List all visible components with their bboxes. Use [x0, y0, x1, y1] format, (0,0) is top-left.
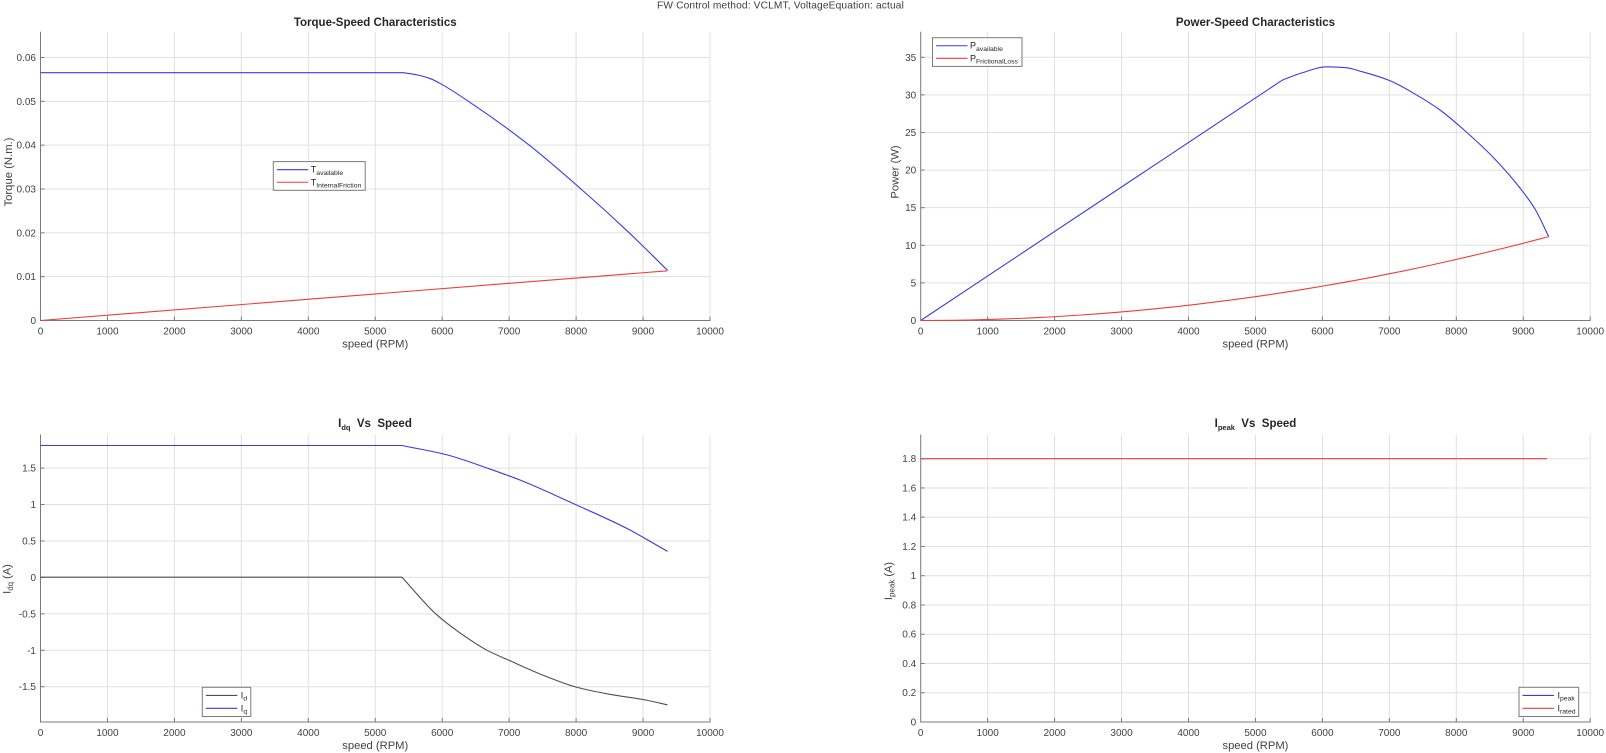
svg-text:7000: 7000 — [1378, 327, 1401, 338]
svg-text:speed (RPM): speed (RPM) — [1222, 339, 1288, 351]
svg-text:8000: 8000 — [1445, 728, 1468, 739]
svg-text:7000: 7000 — [498, 327, 521, 338]
svg-text:7000: 7000 — [1378, 728, 1401, 739]
svg-text:5000: 5000 — [364, 728, 387, 739]
svg-text:-1.5: -1.5 — [19, 682, 37, 693]
svg-text:25: 25 — [905, 128, 917, 139]
svg-text:0: 0 — [38, 327, 44, 338]
svg-text:5000: 5000 — [1244, 327, 1267, 338]
svg-text:0: 0 — [30, 573, 36, 584]
svg-text:0: 0 — [30, 316, 36, 327]
svg-text:0.04: 0.04 — [17, 141, 37, 152]
svg-text:15: 15 — [905, 203, 917, 214]
svg-text:0: 0 — [918, 327, 924, 338]
svg-text:10: 10 — [905, 241, 917, 252]
svg-text:0.03: 0.03 — [17, 185, 37, 196]
svg-text:1.6: 1.6 — [902, 483, 916, 494]
svg-text:Id: Id — [241, 691, 248, 703]
svg-text:9000: 9000 — [1512, 728, 1535, 739]
svg-text:6000: 6000 — [431, 728, 454, 739]
svg-text:7000: 7000 — [498, 728, 521, 739]
svg-text:0.6: 0.6 — [902, 630, 916, 641]
svg-text:1000: 1000 — [977, 728, 1000, 739]
svg-text:1000: 1000 — [96, 327, 119, 338]
svg-text:-0.5: -0.5 — [19, 609, 37, 620]
svg-text:20: 20 — [905, 166, 917, 177]
svg-text:4000: 4000 — [297, 327, 320, 338]
svg-text:8000: 8000 — [565, 327, 588, 338]
svg-text:3000: 3000 — [230, 327, 253, 338]
svg-text:0.05: 0.05 — [17, 97, 37, 108]
svg-text:speed (RPM): speed (RPM) — [1222, 740, 1288, 752]
svg-text:Iq: Iq — [241, 703, 248, 715]
svg-text:9000: 9000 — [632, 728, 655, 739]
svg-text:1: 1 — [911, 571, 917, 582]
svg-text:6000: 6000 — [431, 327, 454, 338]
svg-text:speed (RPM): speed (RPM) — [342, 339, 408, 351]
svg-text:9000: 9000 — [632, 327, 655, 338]
svg-text:10000: 10000 — [696, 327, 724, 338]
svg-text:Power-Speed Characteristics: Power-Speed Characteristics — [1176, 17, 1335, 29]
svg-text:FW Control method: VCLMT, Volt: FW Control method: VCLMT, VoltageEquatio… — [657, 0, 904, 11]
svg-text:9000: 9000 — [1512, 327, 1535, 338]
svg-text:0: 0 — [918, 728, 924, 739]
svg-text:5: 5 — [911, 278, 917, 289]
svg-text:Torque-Speed Characteristics: Torque-Speed Characteristics — [294, 17, 457, 29]
svg-text:0: 0 — [911, 316, 917, 327]
svg-text:6000: 6000 — [1311, 728, 1334, 739]
svg-text:Power (W): Power (W) — [890, 145, 902, 199]
svg-text:4000: 4000 — [1177, 327, 1200, 338]
svg-text:0.4: 0.4 — [902, 659, 916, 670]
svg-text:Torque (N.m.): Torque (N.m.) — [3, 137, 15, 206]
svg-text:Ipeak Vs Speed: Ipeak Vs Speed — [1215, 418, 1297, 432]
svg-text:35: 35 — [905, 53, 917, 64]
svg-text:5000: 5000 — [364, 327, 387, 338]
svg-text:2000: 2000 — [163, 728, 186, 739]
svg-text:0.2: 0.2 — [902, 688, 916, 699]
svg-text:0.5: 0.5 — [22, 536, 36, 547]
svg-text:3000: 3000 — [230, 728, 253, 739]
svg-text:Idq Vs Speed: Idq Vs Speed — [338, 418, 412, 432]
svg-text:8000: 8000 — [1445, 327, 1468, 338]
svg-text:0: 0 — [911, 718, 917, 729]
svg-text:3000: 3000 — [1110, 327, 1133, 338]
svg-text:4000: 4000 — [297, 728, 320, 739]
svg-text:1.4: 1.4 — [902, 513, 916, 524]
svg-text:0.02: 0.02 — [17, 228, 37, 239]
svg-text:0: 0 — [38, 728, 44, 739]
svg-text:1: 1 — [30, 500, 36, 511]
svg-text:0.8: 0.8 — [902, 600, 916, 611]
svg-text:-1: -1 — [27, 646, 36, 657]
svg-text:3000: 3000 — [1110, 728, 1133, 739]
svg-text:30: 30 — [905, 90, 917, 101]
svg-text:2000: 2000 — [163, 327, 186, 338]
svg-text:6000: 6000 — [1311, 327, 1334, 338]
svg-text:10000: 10000 — [696, 728, 724, 739]
svg-text:speed (RPM): speed (RPM) — [342, 740, 408, 752]
svg-text:10000: 10000 — [1576, 327, 1604, 338]
svg-text:1000: 1000 — [96, 728, 119, 739]
svg-text:1.5: 1.5 — [22, 464, 36, 475]
svg-text:1000: 1000 — [977, 327, 1000, 338]
svg-text:2000: 2000 — [1043, 327, 1066, 338]
svg-text:0.01: 0.01 — [17, 272, 37, 283]
svg-text:1.8: 1.8 — [902, 454, 916, 465]
svg-text:1.2: 1.2 — [902, 542, 916, 553]
svg-text:0.06: 0.06 — [17, 53, 37, 64]
svg-text:10000: 10000 — [1576, 728, 1604, 739]
svg-text:2000: 2000 — [1043, 728, 1066, 739]
svg-text:4000: 4000 — [1177, 728, 1200, 739]
svg-text:5000: 5000 — [1244, 728, 1267, 739]
svg-text:8000: 8000 — [565, 728, 588, 739]
